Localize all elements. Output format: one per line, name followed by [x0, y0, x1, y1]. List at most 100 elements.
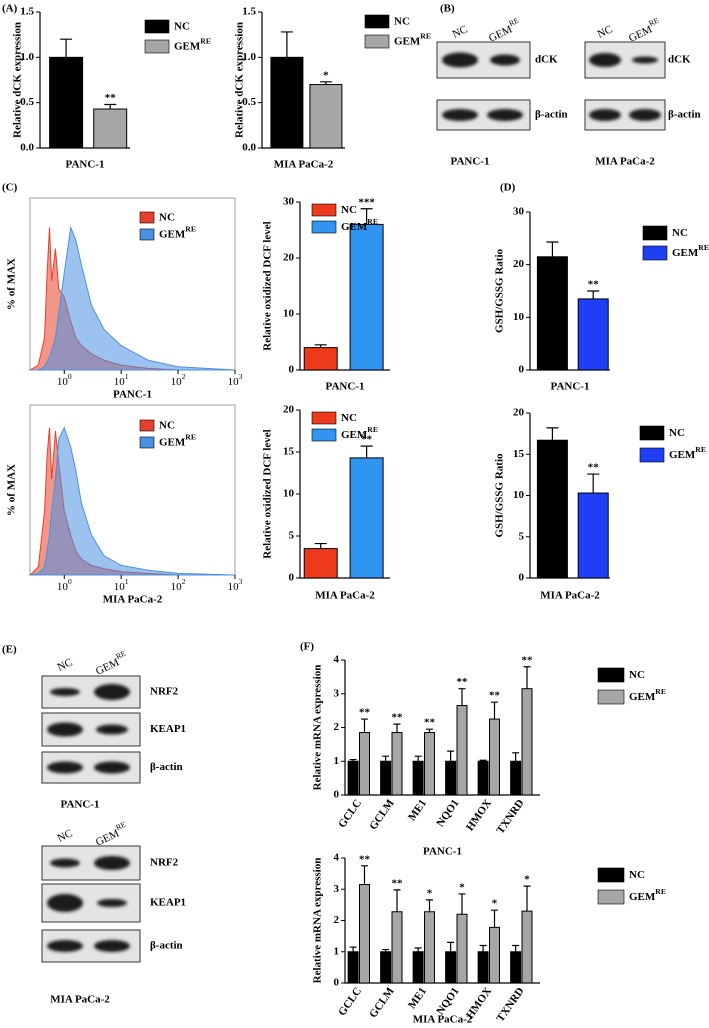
legend-label-main: GEM — [672, 247, 699, 259]
legend-label: NC — [159, 419, 175, 431]
significance: ** — [457, 676, 469, 688]
error-bar — [546, 241, 559, 257]
error-bar — [512, 944, 520, 952]
x-tick-label: 101 — [114, 372, 129, 387]
y-axis-label: Relative oxidized DCF level — [262, 429, 274, 558]
legend-label-sup: RE — [698, 243, 709, 252]
error-bar — [447, 750, 455, 762]
y-tick-label: 20 — [513, 258, 525, 270]
y-axis-label: GSH/GSSG Ratio — [494, 248, 506, 333]
y-tick-label: 30 — [283, 196, 295, 208]
blot-column-label-main: NC — [595, 23, 614, 40]
x-tick-label-main: 10 — [114, 376, 126, 388]
x-tick-label-main: 10 — [171, 376, 183, 388]
blot-band — [94, 684, 130, 700]
bar — [347, 760, 359, 796]
blot-band — [490, 54, 520, 66]
blot-band — [442, 109, 478, 121]
legend-label: GEMRE — [341, 425, 378, 440]
error-bar — [458, 893, 466, 915]
blot-column-label-main: NC — [450, 23, 469, 40]
x-axis-label: PANC-1 — [423, 846, 462, 858]
legend-label-sup: RE — [695, 445, 706, 454]
blot-band — [589, 109, 621, 121]
y-tick-label: 0 — [289, 572, 295, 584]
x-tick-label: ME1 — [406, 797, 429, 823]
panel-label: (F) — [300, 641, 314, 653]
x-tick-label-main: 10 — [114, 581, 126, 593]
error-bar — [382, 755, 390, 762]
significance: ** — [361, 434, 373, 446]
bar — [391, 911, 403, 984]
legend-label-main: GEM — [341, 429, 368, 441]
error-bar — [414, 755, 422, 762]
bar — [349, 457, 384, 579]
bar — [270, 56, 304, 149]
error-bar — [280, 31, 293, 58]
error-bar — [382, 948, 390, 952]
blot-band — [50, 858, 80, 868]
error-bar — [523, 666, 531, 689]
blot-row-label: β-actin — [150, 940, 183, 952]
significance: * — [492, 898, 498, 910]
y-axis-label: Relative dCK expression — [12, 22, 24, 138]
bar — [412, 760, 424, 796]
legend-label: GEMRE — [629, 687, 666, 702]
legend-label: NC — [394, 15, 410, 27]
x-tick-label: 100 — [57, 577, 72, 592]
significance: * — [459, 881, 465, 893]
y-tick-label: 15 — [513, 448, 525, 460]
blot-column-label-sup: RE — [648, 16, 661, 28]
blot-band — [47, 894, 83, 912]
y-tick-label: 1.0 — [242, 51, 256, 63]
bar — [477, 951, 489, 984]
x-tick-label: 103 — [228, 372, 243, 387]
legend-swatch — [597, 889, 625, 905]
blot-column-label-sup: RE — [115, 649, 128, 661]
y-tick-label: 3 — [334, 687, 340, 699]
x-tick-label-sup: 0 — [68, 577, 72, 586]
error-bar — [60, 38, 73, 58]
bar — [510, 951, 522, 984]
y-axis-label: Relative mRNA expression — [312, 665, 324, 791]
bar — [303, 347, 338, 371]
error-bar — [491, 909, 498, 928]
significance: ** — [588, 279, 600, 291]
panel-label: (B) — [440, 3, 455, 15]
legend-label: GEMRE — [394, 32, 431, 47]
error-bar — [361, 718, 368, 733]
significance: ** — [392, 712, 404, 724]
legend-label: GEMRE — [672, 243, 709, 258]
y-tick-label: 30 — [513, 206, 525, 218]
legend-swatch — [139, 419, 155, 432]
legend-label-sup: RE — [367, 217, 378, 226]
error-bar — [479, 759, 487, 762]
x-tick-label-sup: 1 — [125, 372, 129, 381]
legend-label: GEMRE — [159, 433, 196, 448]
blot-row-label: β-actin — [668, 109, 701, 121]
blot-column-label: GEMRE — [625, 16, 663, 44]
legend-swatch — [597, 667, 625, 683]
x-tick-label: 102 — [171, 372, 186, 387]
x-tick-label: ME1 — [406, 985, 429, 1011]
x-tick-label: TXNRD — [494, 985, 526, 1024]
legend-label: GEMRE — [174, 37, 211, 52]
bar — [303, 548, 338, 579]
y-tick-label: 1 — [334, 945, 340, 957]
x-tick-label: TXNRD — [494, 797, 526, 836]
bar — [477, 760, 489, 796]
legend-label-main: GEM — [159, 436, 186, 448]
blot-column-label: GEMRE — [92, 649, 130, 677]
panel-label: (E) — [2, 644, 17, 656]
y-axis-label: Relative dCK expression — [234, 22, 246, 138]
bar — [424, 911, 435, 984]
blot-band — [97, 899, 127, 907]
bar — [380, 760, 392, 796]
bar — [309, 84, 343, 149]
blot-band — [94, 761, 130, 774]
y-tick-label: 3 — [334, 883, 340, 895]
legend-swatch — [144, 39, 170, 54]
error-bar — [393, 889, 401, 912]
bar — [424, 732, 435, 796]
x-tick-label-sup: 1 — [125, 577, 129, 586]
